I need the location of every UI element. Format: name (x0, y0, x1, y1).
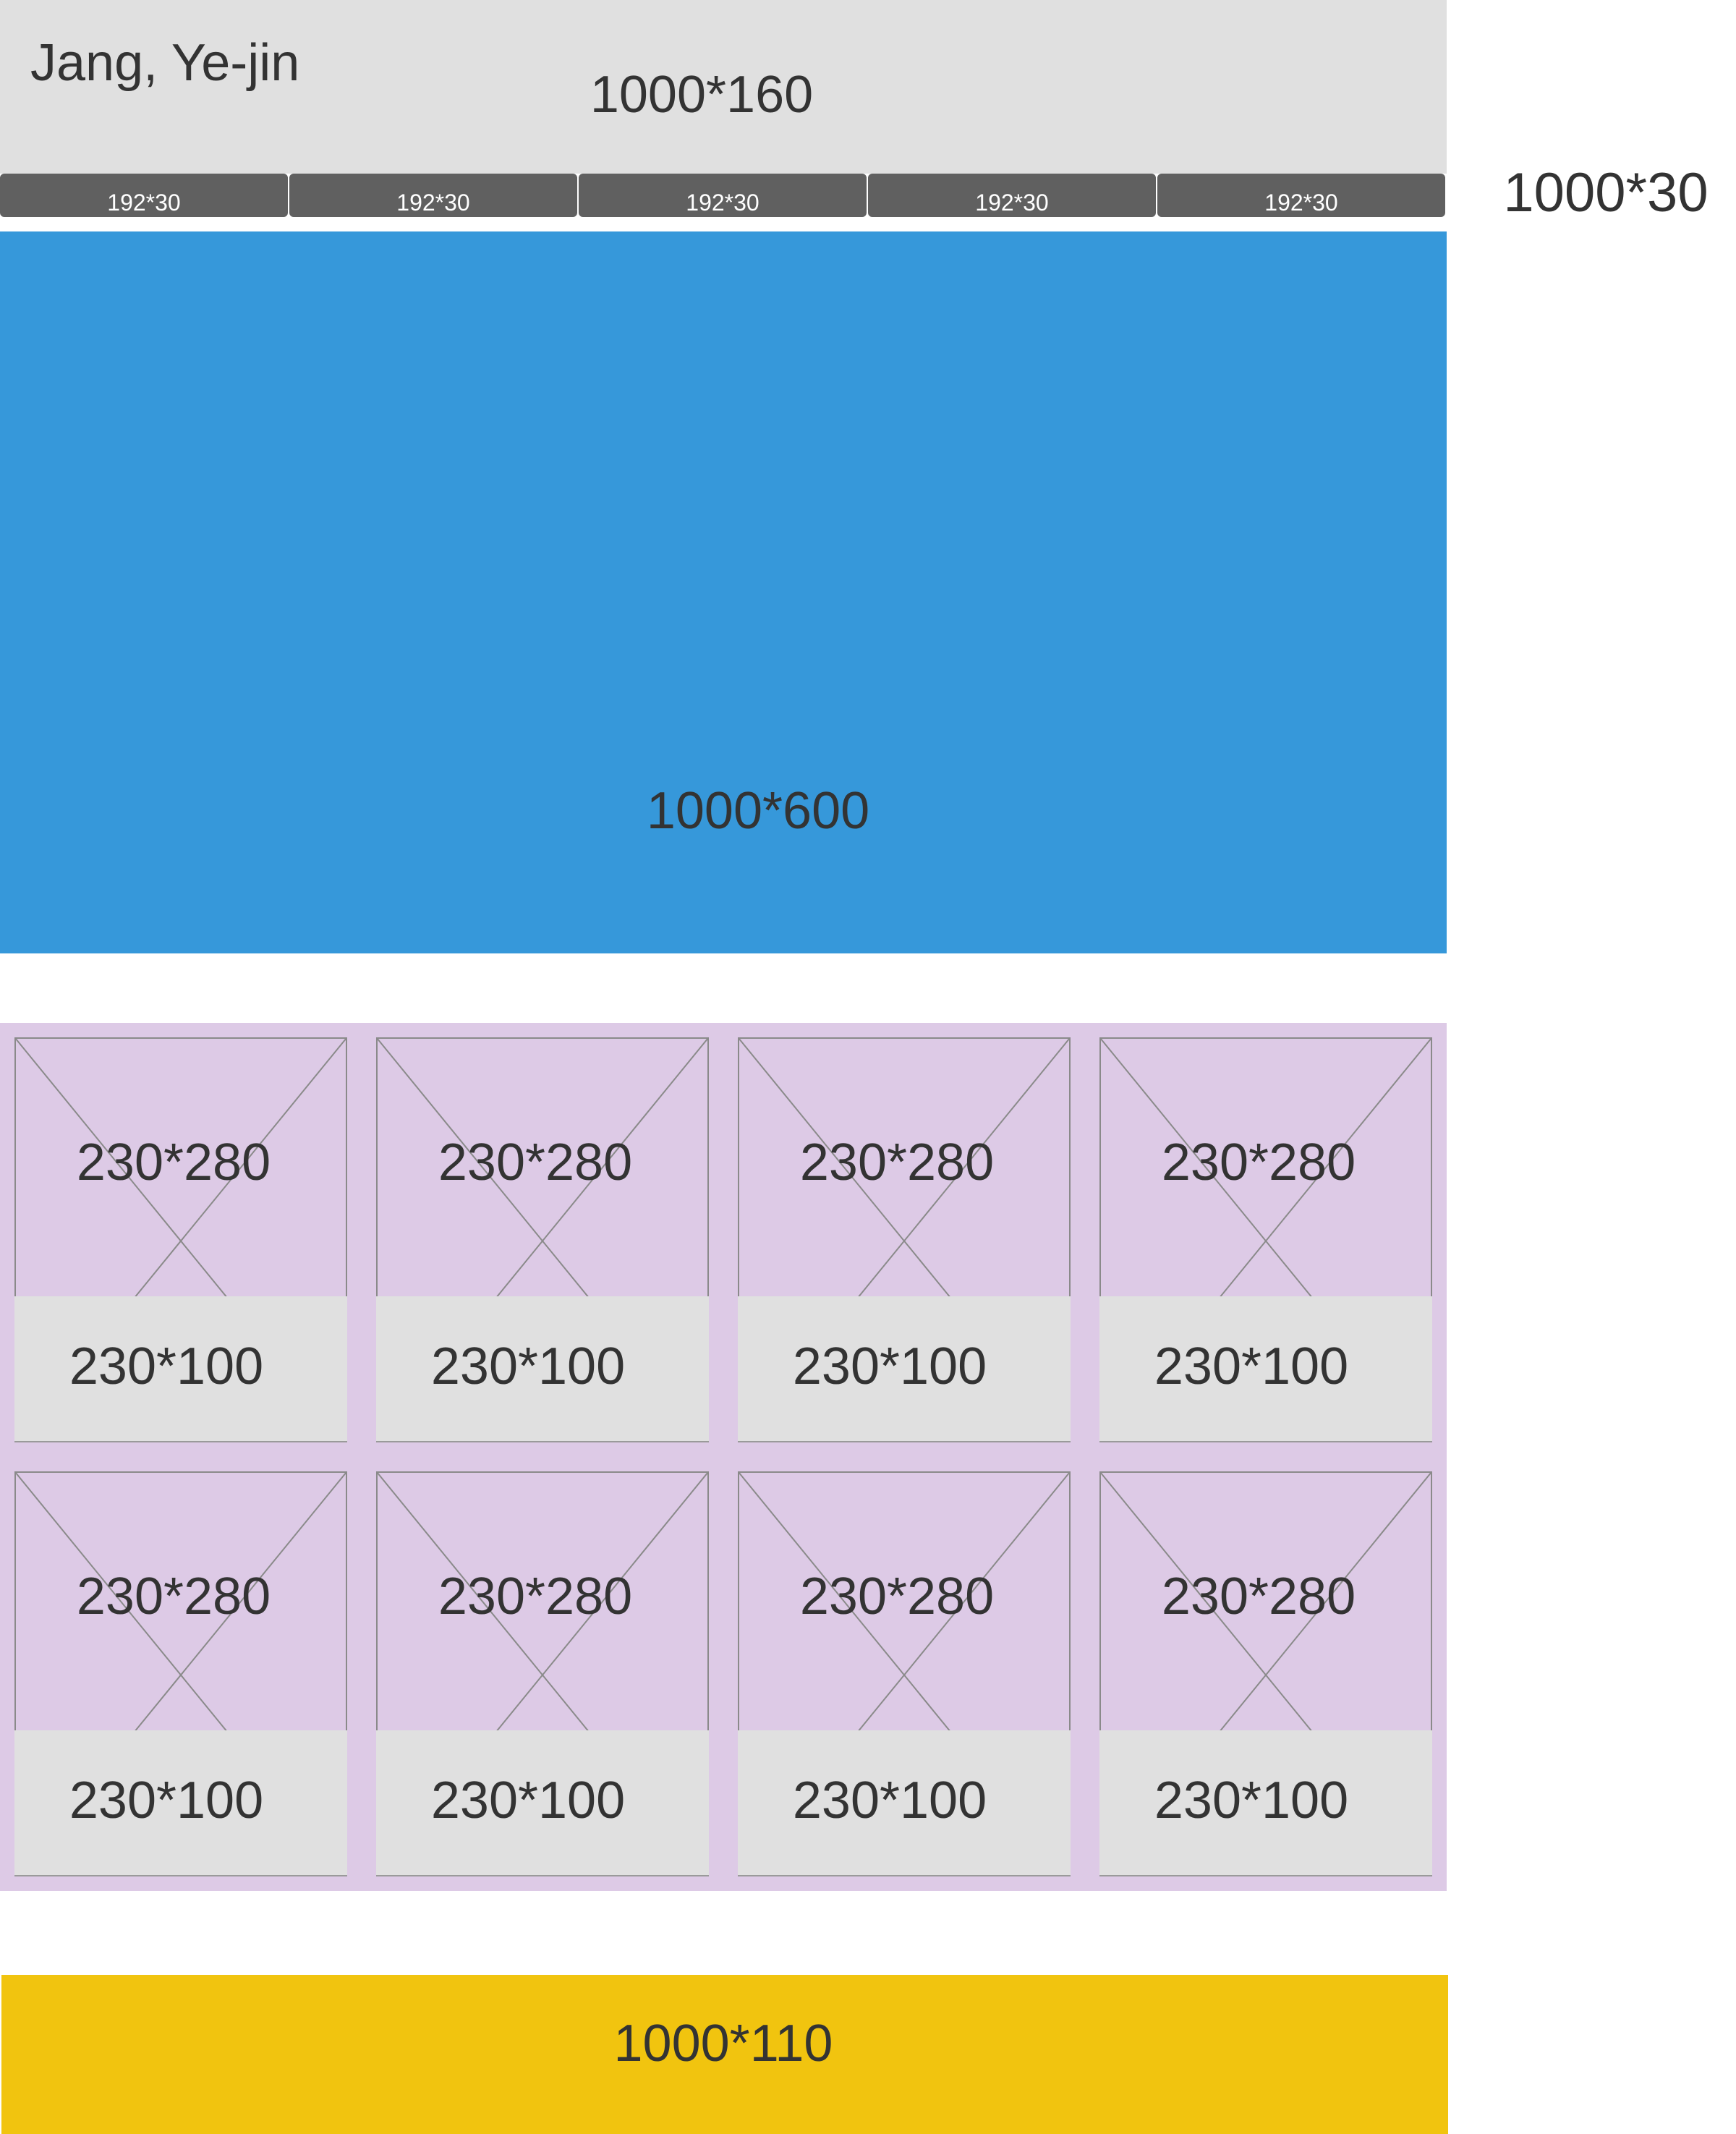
banner-size-label: 1000*600 (646, 782, 870, 840)
header-size-label: 1000*160 (590, 66, 814, 124)
placeholder-cross-icon (1099, 1471, 1432, 1730)
image-placeholder: 230*280 (376, 1037, 709, 1296)
caption-size-label: 230*100 (69, 1772, 264, 1829)
placeholder-cross-icon (376, 1037, 709, 1296)
product-card[interactable]: 230*280 230*100 (1099, 1471, 1432, 1876)
caption-size-label: 230*100 (792, 1772, 987, 1829)
header-block: Jang, Ye-jin 1000*160 (0, 0, 1447, 174)
placeholder-cross-icon (738, 1471, 1071, 1730)
product-card[interactable]: 230*280 230*100 (1099, 1037, 1432, 1442)
image-size-label: 230*280 (76, 1568, 271, 1625)
caption-box: 230*100 (1099, 1296, 1432, 1442)
image-size-label: 230*280 (799, 1568, 995, 1625)
product-card[interactable]: 230*280 230*100 (738, 1471, 1071, 1876)
footer-block: 1000*110 (1, 1975, 1448, 2134)
caption-box: 230*100 (14, 1730, 347, 1876)
image-size-label: 230*280 (799, 1134, 995, 1191)
image-placeholder: 230*280 (376, 1471, 709, 1730)
image-size-label: 230*280 (76, 1134, 271, 1191)
image-size-label: 230*280 (438, 1134, 633, 1191)
image-placeholder: 230*280 (1099, 1471, 1432, 1730)
product-grid: 230*280 230*100 230*280 230*100 230*280 … (0, 1023, 1447, 1891)
caption-box: 230*100 (1099, 1730, 1432, 1876)
placeholder-cross-icon (14, 1471, 347, 1730)
placeholder-cross-icon (14, 1037, 347, 1296)
product-card[interactable]: 230*280 230*100 (376, 1471, 709, 1876)
image-size-label: 230*280 (1161, 1134, 1356, 1191)
nav-item-5[interactable]: 192*30 (1157, 174, 1445, 217)
nav-item-2[interactable]: 192*30 (289, 174, 577, 217)
product-card[interactable]: 230*280 230*100 (14, 1037, 347, 1442)
caption-box: 230*100 (14, 1296, 347, 1442)
image-size-label: 230*280 (438, 1568, 633, 1625)
nav-size-label: 1000*30 (1503, 162, 1709, 224)
author-name: Jang, Ye-jin (30, 34, 300, 92)
caption-box: 230*100 (738, 1296, 1071, 1442)
nav-item-4[interactable]: 192*30 (868, 174, 1156, 217)
placeholder-cross-icon (1099, 1037, 1432, 1296)
product-card[interactable]: 230*280 230*100 (738, 1037, 1071, 1442)
banner-block: 1000*600 (0, 231, 1447, 953)
image-placeholder: 230*280 (738, 1471, 1071, 1730)
caption-box: 230*100 (376, 1730, 709, 1876)
placeholder-cross-icon (376, 1471, 709, 1730)
image-placeholder: 230*280 (1099, 1037, 1432, 1296)
caption-size-label: 230*100 (69, 1338, 264, 1395)
caption-size-label: 230*100 (430, 1772, 626, 1829)
caption-size-label: 230*100 (792, 1338, 987, 1395)
product-card[interactable]: 230*280 230*100 (14, 1471, 347, 1876)
image-size-label: 230*280 (1161, 1568, 1356, 1625)
image-placeholder: 230*280 (14, 1471, 347, 1730)
caption-size-label: 230*100 (1154, 1338, 1349, 1395)
caption-box: 230*100 (376, 1296, 709, 1442)
nav-item-3[interactable]: 192*30 (579, 174, 867, 217)
image-placeholder: 230*280 (14, 1037, 347, 1296)
product-card[interactable]: 230*280 230*100 (376, 1037, 709, 1442)
caption-box: 230*100 (738, 1730, 1071, 1876)
footer-size-label: 1000*110 (613, 2015, 833, 2073)
nav-item-1[interactable]: 192*30 (0, 174, 288, 217)
caption-size-label: 230*100 (430, 1338, 626, 1395)
placeholder-cross-icon (738, 1037, 1071, 1296)
image-placeholder: 230*280 (738, 1037, 1071, 1296)
caption-size-label: 230*100 (1154, 1772, 1349, 1829)
